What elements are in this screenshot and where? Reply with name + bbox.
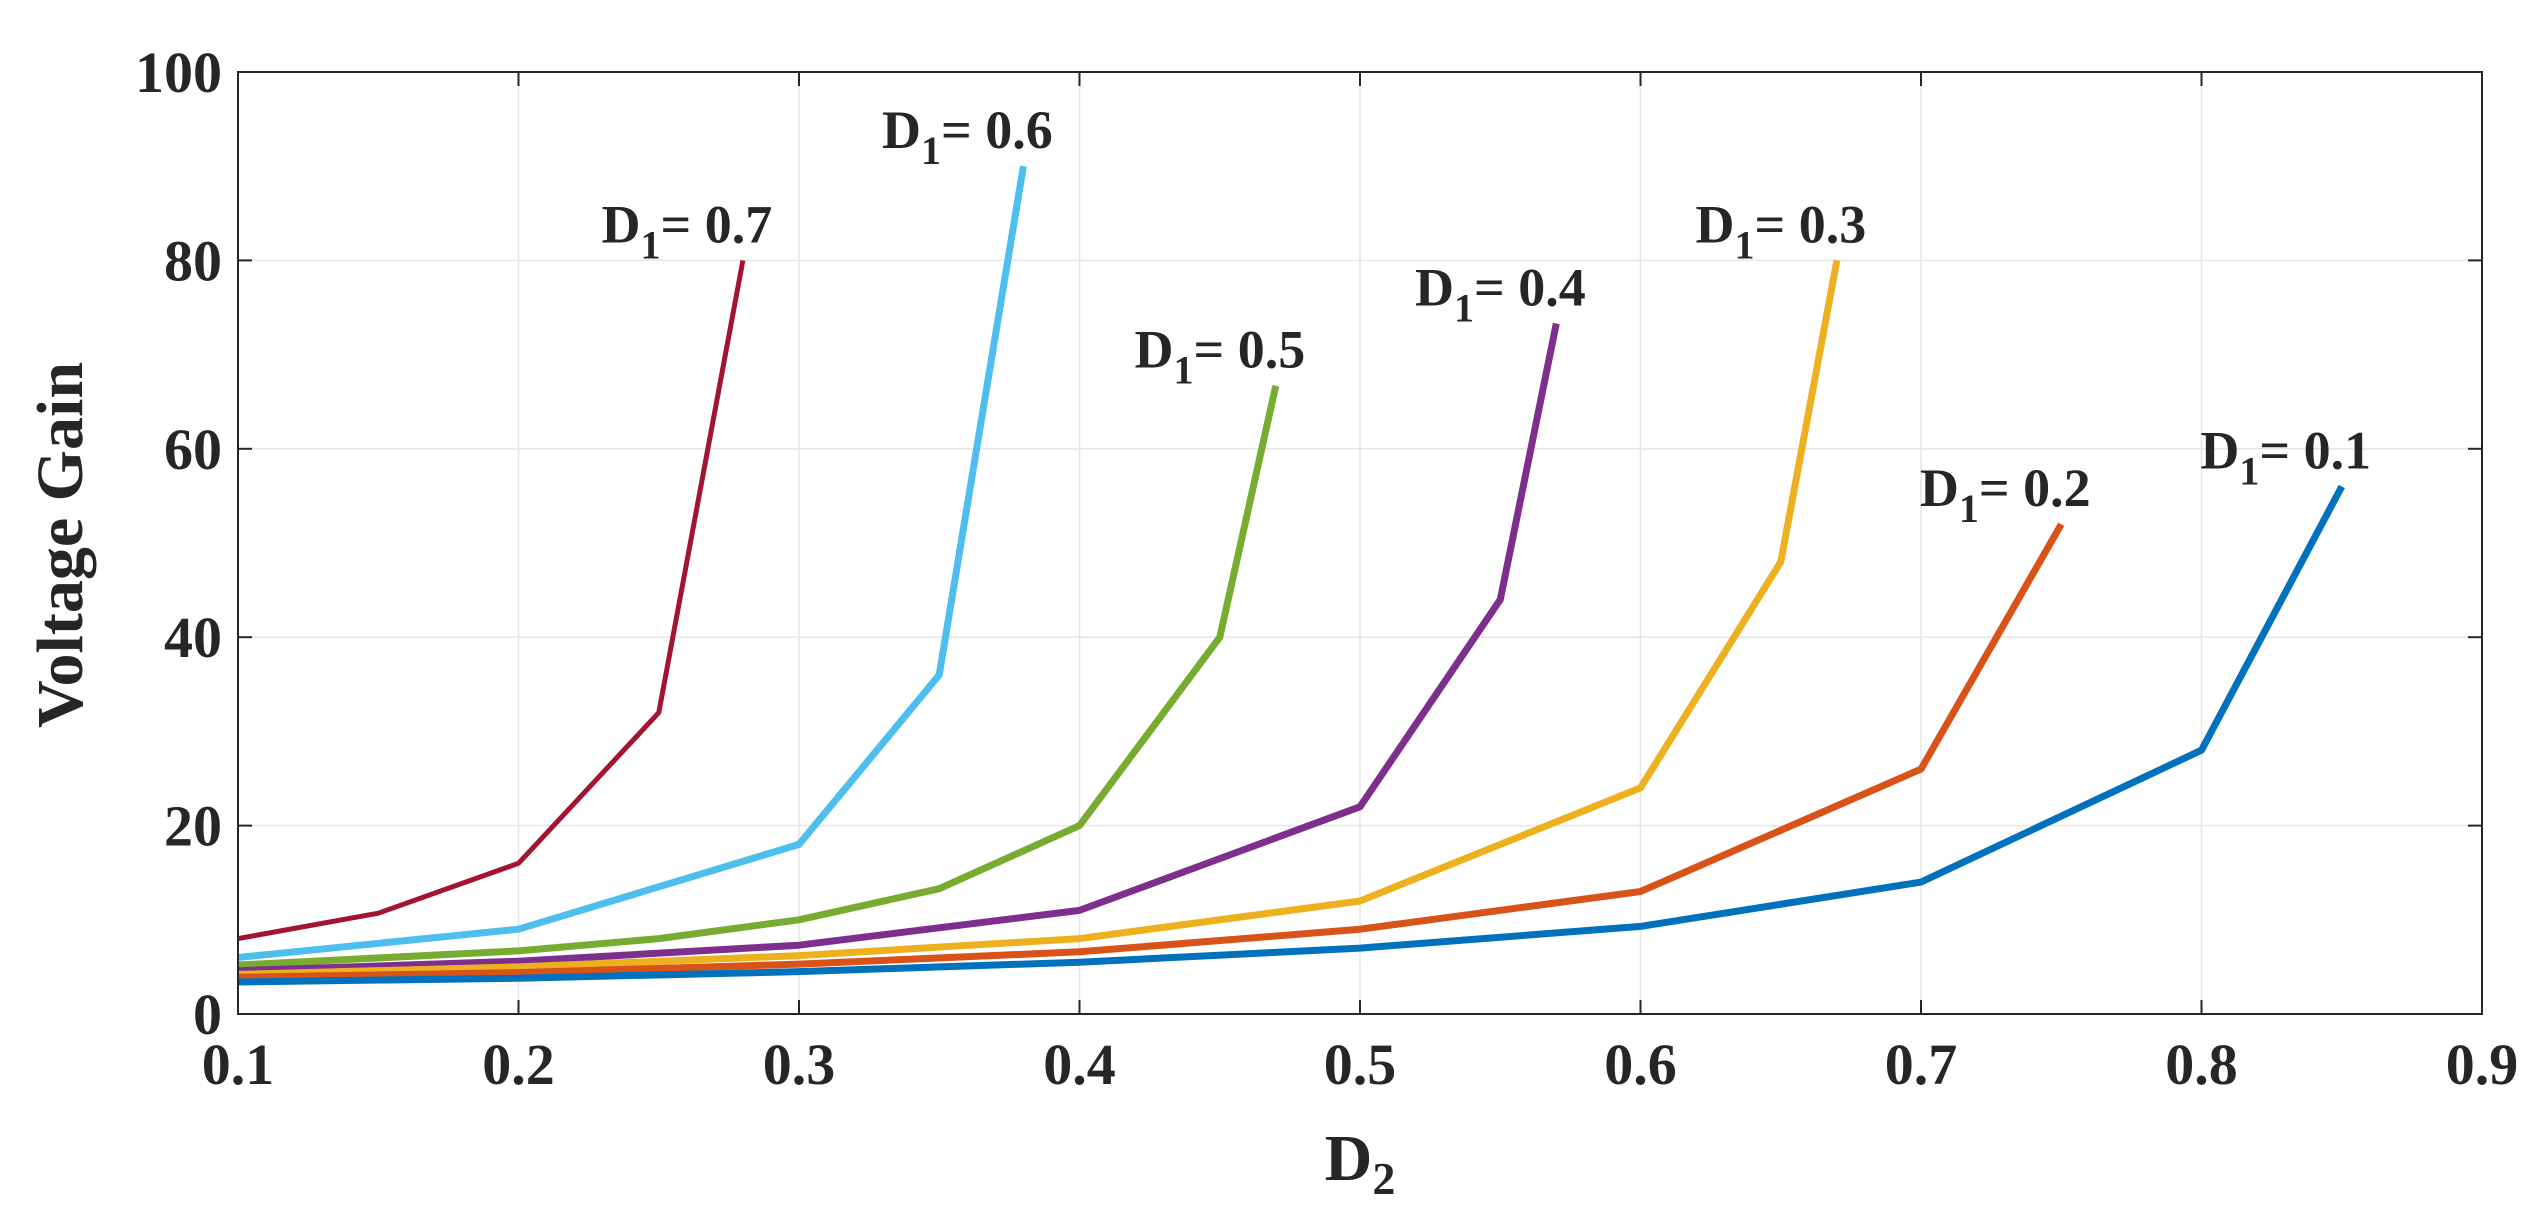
x-tick-label: 0.5 [1324, 1032, 1397, 1097]
axis-ticks: 0.1 0.2 0.3 0.4 0.5 0.6 0.7 0.8 0.9 0 20 40 60 80 100 [135, 40, 2518, 1097]
x-tick-label: 0.8 [2165, 1032, 2238, 1097]
annotation-sub: 1 [1454, 286, 1474, 331]
series-annotation: D1= 0.7 [602, 194, 773, 267]
y-tick-label: 40 [164, 605, 222, 670]
annotation-main: D [1695, 194, 1734, 254]
x-axis-title-sub: 2 [1372, 1153, 1395, 1204]
y-axis-title: Voltage Gain [24, 362, 97, 728]
series-annotation: D1= 0.6 [882, 100, 1053, 173]
series-line-d1-06 [237, 165, 1027, 961]
y-tick-label: 0 [193, 982, 222, 1047]
annotation-main: D [1134, 320, 1173, 380]
annotation-value: = 0.4 [1474, 258, 1586, 318]
y-tick-label: 80 [164, 228, 222, 293]
grid-lines [238, 72, 2482, 1014]
series-annotations: D1= 0.1D1= 0.2D1= 0.3D1= 0.4D1= 0.5D1= 0… [602, 100, 2372, 531]
y-tick-label: 100 [135, 40, 222, 105]
series-annotation: D1= 0.5 [1134, 320, 1305, 393]
y-tick-label: 20 [164, 794, 222, 859]
annotation-value: = 0.7 [661, 194, 773, 254]
annotation-value: = 0.1 [2259, 420, 2371, 480]
annotation-main: D [2200, 420, 2239, 480]
y-tick-label: 60 [164, 417, 222, 482]
annotation-sub: 1 [921, 128, 941, 173]
series-annotation: D1= 0.4 [1415, 258, 1586, 331]
series-line-d1-04 [237, 322, 1560, 975]
series-line-d1-07 [237, 259, 746, 942]
annotation-sub: 1 [1959, 486, 1979, 531]
series-annotation: D1= 0.1 [2200, 420, 2371, 493]
x-axis-title-main: D [1325, 1122, 1373, 1195]
series-lines [237, 165, 2345, 986]
annotation-value: = 0.2 [1979, 458, 2091, 518]
x-tick-label: 0.1 [202, 1032, 275, 1097]
x-tick-label: 0.6 [1604, 1032, 1677, 1097]
series-line-d1-05 [237, 384, 1280, 969]
series-line-d1-01 [237, 484, 2345, 986]
annotation-sub: 1 [1173, 348, 1193, 393]
x-tick-label: 0.2 [482, 1032, 555, 1097]
series-line-d1-03 [237, 259, 1841, 978]
annotation-value: = 0.6 [941, 100, 1053, 160]
x-tick-label: 0.3 [763, 1032, 836, 1097]
annotation-main: D [1415, 258, 1454, 318]
annotation-sub: 1 [2239, 448, 2259, 493]
annotation-main: D [602, 194, 641, 254]
annotation-value: = 0.3 [1754, 194, 1866, 254]
x-tick-label: 0.7 [1885, 1032, 1958, 1097]
annotation-sub: 1 [1734, 222, 1754, 267]
series-line-d1-02 [237, 522, 2065, 981]
x-axis-title: D2 [1325, 1122, 1396, 1204]
annotation-main: D [1920, 458, 1959, 518]
x-tick-label: 0.9 [2446, 1032, 2519, 1097]
series-annotation: D1= 0.3 [1695, 194, 1866, 267]
x-tick-label: 0.4 [1043, 1032, 1116, 1097]
series-annotation: D1= 0.2 [1920, 458, 2091, 531]
annotation-sub: 1 [641, 222, 661, 267]
annotation-main: D [882, 100, 921, 160]
annotation-value: = 0.5 [1193, 320, 1305, 380]
